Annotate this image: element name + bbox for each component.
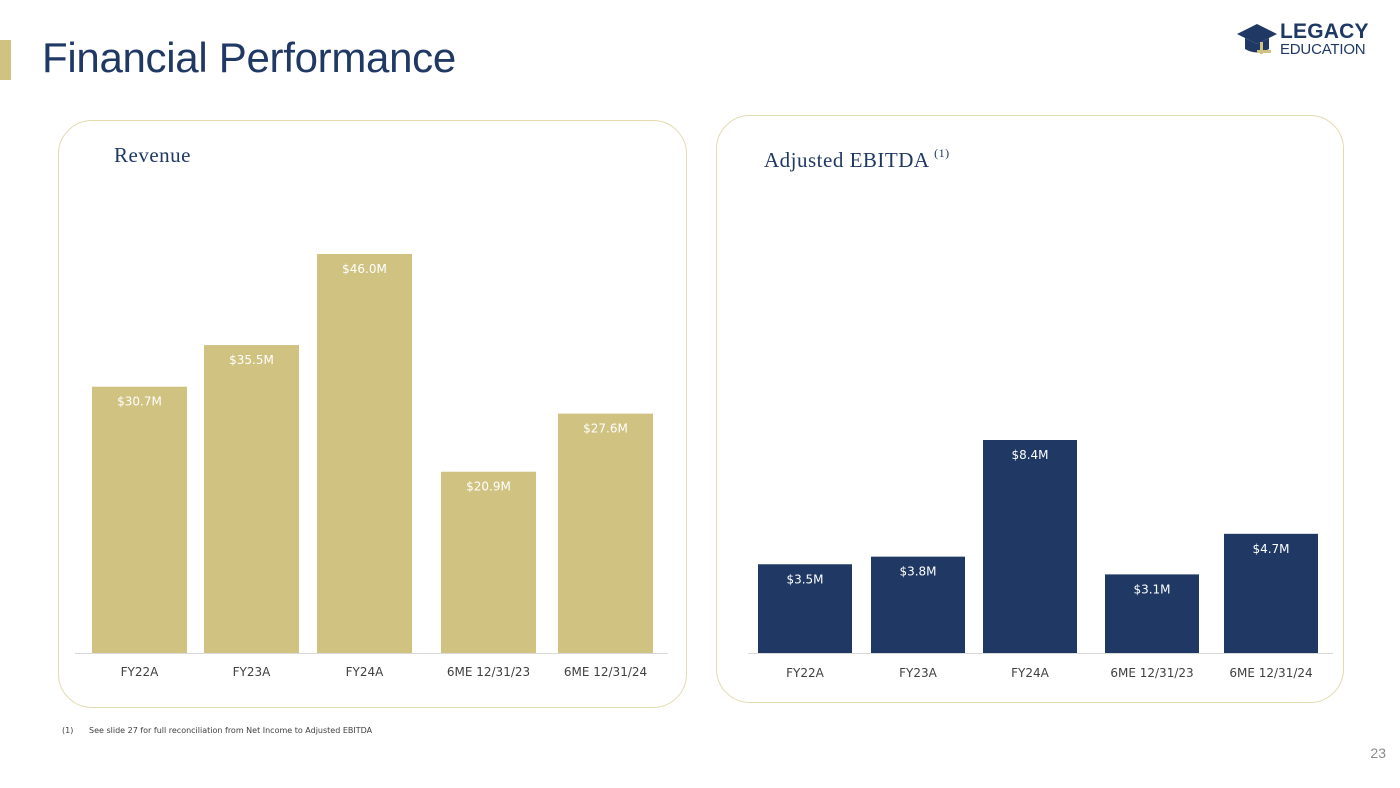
legacy-education-logo: LEGACY EDUCATION	[1236, 20, 1378, 60]
logo-text-legacy: LEGACY	[1280, 20, 1369, 43]
ebitda-data-label-4: $3.1M	[1133, 582, 1170, 596]
ebitda-bar-2	[871, 556, 965, 653]
ebitda-bar-5	[1224, 533, 1318, 653]
ebitda-bar-4	[1105, 574, 1199, 653]
revenue-category-label-1: FY22A	[121, 665, 160, 679]
revenue-bar-5	[558, 413, 653, 653]
ebitda-category-label-1: FY22A	[786, 666, 825, 680]
revenue-data-label-1: $30.7M	[117, 395, 162, 409]
ebitda-data-label-2: $3.8M	[899, 565, 936, 579]
revenue-chart-title: Revenue	[114, 143, 191, 167]
title-accent-bar	[0, 40, 11, 80]
ebitda-data-label-3: $8.4M	[1011, 448, 1048, 462]
ebitda-title-footnote-marker: (1)	[934, 146, 950, 160]
graduation-cap-icon	[1237, 24, 1277, 54]
revenue-category-label-4: 6ME 12/31/23	[447, 665, 530, 679]
ebitda-category-label-3: FY24A	[1011, 666, 1050, 680]
ebitda-category-label-5: 6ME 12/31/24	[1229, 666, 1312, 680]
footnote-number: (1)	[62, 726, 74, 735]
ebitda-category-label-4: 6ME 12/31/23	[1110, 666, 1193, 680]
page-number: 23	[1370, 745, 1386, 761]
revenue-category-label-2: FY23A	[233, 665, 272, 679]
footnote-text: See slide 27 for full reconciliation fro…	[89, 726, 373, 735]
revenue-category-label-3: FY24A	[346, 665, 385, 679]
ebitda-data-label-5: $4.7M	[1252, 542, 1289, 556]
revenue-bar-3	[317, 254, 412, 653]
ebitda-data-label-1: $3.5M	[786, 572, 823, 586]
revenue-category-label-5: 6ME 12/31/24	[564, 665, 647, 679]
ebitda-chart-title: Adjusted EBITDA (1)	[764, 146, 950, 173]
revenue-data-label-5: $27.6M	[583, 422, 628, 436]
revenue-data-label-3: $46.0M	[342, 262, 387, 276]
revenue-data-label-2: $35.5M	[229, 353, 274, 367]
ebitda-bar-1	[758, 564, 852, 653]
ebitda-bar-3	[983, 440, 1077, 653]
ebitda-title-text: Adjusted EBITDA	[764, 148, 929, 172]
revenue-data-label-4: $20.9M	[466, 480, 511, 494]
logo-text-education: EDUCATION	[1280, 41, 1366, 58]
revenue-bar-4	[441, 471, 536, 653]
revenue-bar-2	[204, 345, 299, 653]
ebitda-category-label-2: FY23A	[899, 666, 938, 680]
revenue-bar-1	[92, 386, 187, 653]
page-title: Financial Performance	[42, 34, 456, 81]
